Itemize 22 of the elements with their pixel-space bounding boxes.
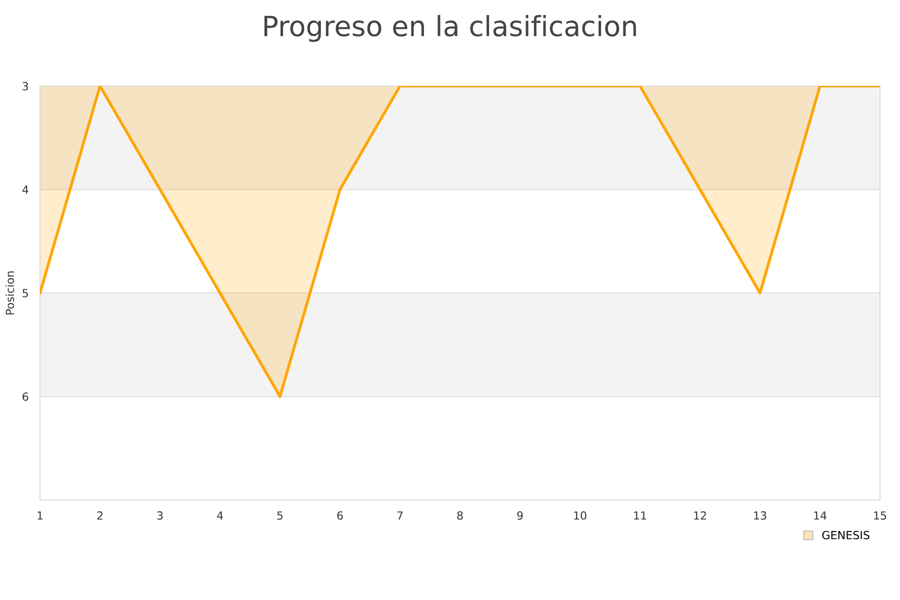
y-tick-label: 6 <box>22 392 28 401</box>
x-tick-label: 14 <box>814 511 826 520</box>
legend-label: GENESIS <box>822 530 870 540</box>
y-tick-label: 4 <box>22 186 28 194</box>
x-tick-label: 5 <box>277 511 283 520</box>
x-tick-label: 6 <box>337 511 343 520</box>
x-tick-label: 15 <box>874 511 886 520</box>
x-tick-label: 10 <box>574 511 586 520</box>
x-tick-label: 7 <box>397 511 403 520</box>
chart-title: Progreso en la clasificacion <box>264 15 636 42</box>
y-axis-title: Posicion <box>6 271 14 314</box>
x-tick-label: 12 <box>694 511 706 520</box>
y-tick-label: 3 <box>22 82 28 90</box>
x-tick-label: 1 <box>38 511 43 520</box>
x-tick-label: 11 <box>634 511 646 520</box>
x-tick-label: 13 <box>754 511 766 520</box>
x-tick-label: 8 <box>457 511 463 520</box>
x-tick-label: 2 <box>97 511 102 520</box>
x-tick-label: 9 <box>517 511 523 520</box>
y-tick-label: 5 <box>22 289 28 298</box>
x-tick-label: 4 <box>217 511 223 520</box>
x-tick-label: 3 <box>157 511 163 520</box>
